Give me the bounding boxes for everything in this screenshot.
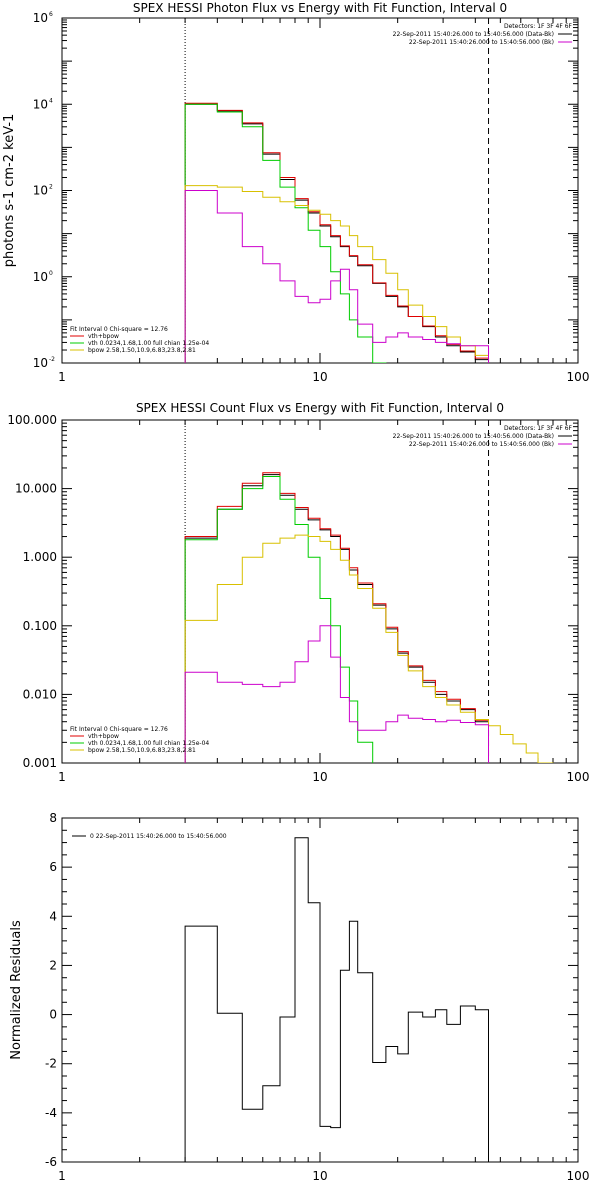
legend-entry-label: vth 0.0234,1.68,1.00 full chian 1.25e-04: [88, 340, 209, 347]
x-tick-label: 100: [567, 770, 590, 784]
series-data: [184, 103, 489, 363]
legend-fit-header: Fit Interval 0 Chi-square = 12.76: [70, 726, 168, 733]
legend-entry-label: vth+bpow: [88, 333, 119, 340]
y-tick-label: 1.000: [23, 550, 57, 564]
y-tick-exponent: 6: [49, 11, 53, 18]
y-tick-exponent: 4: [49, 97, 53, 104]
legend-detectors-header: Detectors: 1F 3F 4F 6F: [504, 425, 573, 432]
y-tick-label: 10: [33, 356, 48, 370]
y-tick-label: 100.000: [7, 413, 57, 427]
legend-entry-label: 0 22-Sep-2011 15:40:26.000 to 15:40:56.0…: [90, 833, 227, 840]
series-resid: [184, 837, 489, 1162]
plot-frame: [61, 17, 579, 364]
x-tick-label: 100: [567, 370, 590, 384]
legend-entry-label: bpow 2.58,1.50,10.9,6.83,23.8,2.81: [88, 347, 196, 354]
y-tick-label: -4: [45, 1106, 57, 1120]
chart-title: SPEX HESSI Count Flux vs Energy with Fit…: [136, 401, 504, 415]
series-data: [184, 474, 489, 763]
x-tick-label: 10: [312, 1169, 327, 1183]
y-axis-label: photons s-1 cm-2 keV-1: [2, 114, 17, 268]
x-tick-label: 1: [58, 770, 66, 784]
series-bpow: [184, 185, 489, 363]
y-tick-label: 2: [49, 958, 57, 972]
legend-entry-label: vth 0.0234,1.68,1.00 full chian 1.25e-04: [88, 740, 209, 747]
x-tick-label: 10: [312, 770, 327, 784]
x-tick-label: 10: [312, 370, 327, 384]
legend-entry-label: vth+bpow: [88, 733, 119, 740]
series-vth: [184, 103, 387, 363]
y-tick-label: 0.100: [23, 619, 57, 633]
series-group: [184, 102, 489, 363]
legend-fit-header: Fit Interval 0 Chi-square = 12.76: [70, 326, 168, 333]
series-bkg: [184, 190, 489, 363]
legend-entry-label: 22-Sep-2011 15:40:26.000 to 15:40:56.000…: [393, 433, 554, 440]
y-tick-exponent: -2: [49, 356, 55, 363]
series-bpow: [184, 534, 554, 763]
y-tick-exponent: 0: [49, 270, 53, 277]
series-total: [184, 472, 489, 763]
y-tick-label: 10.000: [15, 482, 57, 496]
y-tick-label: 10: [33, 270, 48, 284]
x-tick-label: 1: [58, 1169, 66, 1183]
y-tick-exponent: 2: [49, 184, 53, 191]
legend-entry-label: 22-Sep-2011 15:40:26.000 to 15:40:56.000…: [409, 441, 554, 448]
y-tick-label: -2: [45, 1057, 57, 1071]
legend-detectors-header: Detectors: 1F 3F 4F 6F: [504, 23, 573, 30]
series-group: [184, 472, 554, 763]
y-tick-label: 0.001: [23, 756, 57, 770]
chart-panel-2: SPEX HESSI Count Flux vs Energy with Fit…: [7, 401, 590, 784]
y-tick-label: 0.010: [23, 687, 57, 701]
legend-entry-label: 22-Sep-2011 15:40:26.000 to 15:40:56.000…: [393, 31, 554, 38]
series-group: [184, 837, 489, 1162]
y-tick-label: 10: [33, 11, 48, 25]
y-tick-label: 10: [33, 97, 48, 111]
y-tick-label: 0: [49, 1008, 57, 1022]
y-tick-label: 4: [49, 909, 57, 923]
series-vth: [184, 476, 374, 763]
y-axis-label: Normalized Residuals: [9, 920, 24, 1060]
y-tick-label: -6: [45, 1155, 57, 1169]
chart-panel-3: Normalized Residuals 1 10 100 -6 -4 -2 0 2 4 6 8 0 2…: [9, 811, 590, 1183]
x-tick-label: 1: [58, 370, 66, 384]
legend-entry-label: 22-Sep-2011 15:40:26.000 to 15:40:56.000…: [409, 39, 554, 46]
x-tick-label: 100: [567, 1169, 590, 1183]
series-total: [184, 102, 489, 363]
chart-title: SPEX HESSI Photon Flux vs Energy with Fi…: [133, 1, 507, 15]
y-tick-label: 8: [49, 811, 57, 825]
legend-entry-label: bpow 2.58,1.50,10.9,6.83,23.8,2.81: [88, 747, 196, 754]
y-tick-label: 6: [49, 860, 57, 874]
series-bkg: [184, 625, 489, 763]
y-tick-label: 10: [33, 184, 48, 198]
chart-panel-1: SPEX HESSI Photon Flux vs Energy with Fi…: [2, 1, 590, 384]
